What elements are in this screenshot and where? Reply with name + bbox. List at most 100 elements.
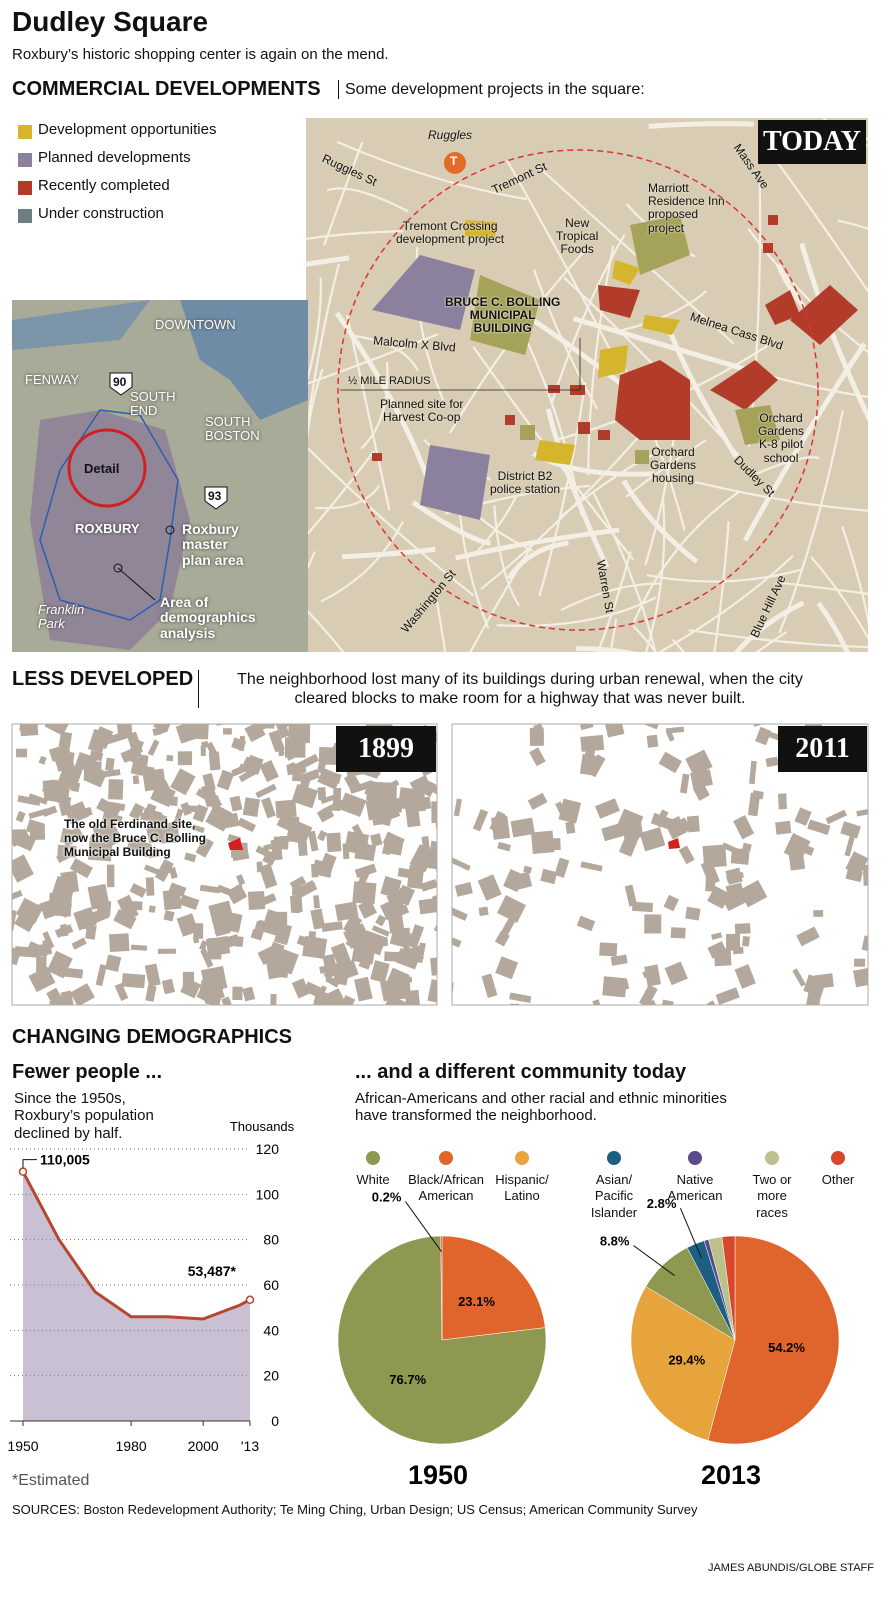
street [545, 408, 610, 569]
x-tick-label: 2000 [188, 1438, 219, 1454]
building [310, 908, 326, 930]
building [255, 783, 277, 799]
legend-label: Asian/ Pacific Islander [590, 1172, 638, 1220]
map-badge: 2011 [778, 726, 867, 772]
building [783, 833, 811, 862]
building [212, 943, 224, 954]
building [143, 864, 163, 877]
pie-slice [707, 1235, 840, 1445]
street [349, 334, 420, 372]
street [657, 554, 794, 652]
buildings-2011 [452, 724, 896, 1052]
building [299, 1061, 319, 1086]
building [686, 815, 700, 833]
building [282, 933, 290, 941]
building [318, 852, 337, 876]
locator-label: SOUTH END [130, 389, 176, 419]
street [799, 242, 868, 423]
building [655, 809, 669, 826]
building [166, 754, 174, 762]
developments [337, 149, 858, 631]
street [336, 140, 528, 201]
legend-label: Black/African American [408, 1172, 484, 1204]
y-tick-label: 20 [263, 1368, 279, 1384]
building [106, 812, 123, 824]
building [184, 852, 197, 863]
building [870, 1014, 884, 1033]
building [707, 885, 731, 909]
street [550, 234, 626, 405]
building [291, 886, 302, 896]
building [153, 724, 171, 733]
building [519, 1008, 534, 1028]
building [303, 981, 326, 999]
title: Dudley Square [12, 6, 209, 37]
street [306, 277, 322, 382]
legend-swatch [765, 1151, 779, 1165]
building [144, 963, 161, 987]
building [404, 989, 421, 1005]
building [231, 765, 247, 777]
building [732, 946, 744, 955]
building [678, 845, 695, 865]
y-tick-label: 100 [256, 1186, 280, 1202]
locator-label: Detail [84, 461, 120, 476]
legend-label: Other [821, 1172, 855, 1187]
building [258, 863, 278, 889]
building [374, 1019, 382, 1035]
building [617, 979, 630, 991]
building [177, 751, 193, 766]
building [237, 817, 256, 833]
building [64, 801, 89, 825]
building [685, 906, 701, 921]
building [452, 936, 462, 948]
building [99, 816, 117, 836]
building [199, 940, 208, 951]
pie-slice [630, 1286, 736, 1441]
y-tick-label: 80 [263, 1232, 279, 1248]
legend-swatch [18, 209, 32, 223]
buildings-1899 [12, 702, 437, 1086]
building [529, 727, 544, 746]
building [179, 894, 200, 910]
street [320, 520, 405, 603]
street [688, 628, 868, 649]
building [317, 767, 342, 790]
building [284, 746, 301, 761]
site-marker [228, 838, 243, 850]
building [343, 914, 363, 936]
legend-swatch [18, 181, 32, 195]
credit: JAMES ABUNDIS/GLOBE STAFF [707, 1562, 874, 1574]
area [23, 1171, 250, 1421]
legend-swatch [831, 1151, 845, 1165]
building [19, 724, 39, 737]
building [854, 958, 866, 967]
building [164, 862, 174, 874]
building [531, 1034, 545, 1052]
subtitle: Roxbury’s historic shopping center is ag… [12, 46, 389, 63]
street [315, 484, 381, 510]
street [493, 505, 521, 607]
building [254, 920, 280, 936]
building [12, 890, 23, 903]
building [263, 843, 272, 851]
locator-label: Area of demographics analysis [160, 594, 256, 641]
street [592, 491, 657, 652]
building [738, 879, 768, 908]
building [70, 983, 95, 1005]
building [407, 924, 425, 949]
building [147, 848, 160, 859]
building [183, 702, 195, 718]
building [892, 788, 896, 814]
street [713, 521, 730, 652]
building [327, 988, 347, 1005]
map-badge: TODAY [758, 120, 866, 164]
legend-label: Native American [667, 1172, 723, 1204]
building [421, 836, 430, 851]
building [231, 935, 244, 947]
building [244, 754, 264, 775]
building [161, 978, 176, 995]
y-tick-label: 60 [263, 1277, 279, 1293]
section-heading: LESS DEVELOPED [12, 668, 194, 690]
y-tick-label: 120 [256, 1141, 280, 1157]
